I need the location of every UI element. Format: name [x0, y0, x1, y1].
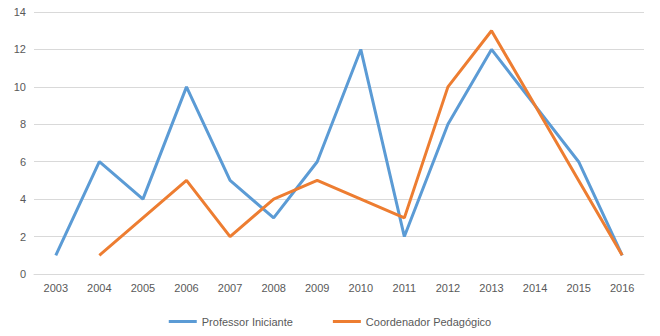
svg-text:2010: 2010	[349, 282, 373, 294]
svg-text:2004: 2004	[87, 282, 111, 294]
svg-text:2015: 2015	[566, 282, 590, 294]
svg-text:2009: 2009	[305, 282, 329, 294]
svg-text:2011: 2011	[393, 282, 417, 294]
svg-text:12: 12	[14, 43, 26, 55]
svg-text:6: 6	[20, 156, 26, 168]
svg-text:2016: 2016	[610, 282, 634, 294]
svg-text:2005: 2005	[131, 282, 155, 294]
svg-text:10: 10	[14, 81, 26, 93]
svg-text:2006: 2006	[174, 282, 198, 294]
svg-text:14: 14	[14, 6, 26, 18]
svg-text:2008: 2008	[261, 282, 285, 294]
svg-text:4: 4	[20, 193, 26, 205]
svg-text:2013: 2013	[479, 282, 503, 294]
svg-text:2012: 2012	[436, 282, 460, 294]
svg-text:2003: 2003	[44, 282, 68, 294]
svg-text:2: 2	[20, 231, 26, 243]
svg-text:Professor Iniciante: Professor Iniciante	[202, 316, 293, 328]
svg-text:0: 0	[20, 268, 26, 280]
svg-text:8: 8	[20, 118, 26, 130]
svg-text:Coordenador Pedagógico: Coordenador Pedagógico	[366, 316, 491, 328]
svg-text:2007: 2007	[218, 282, 242, 294]
svg-text:2014: 2014	[523, 282, 547, 294]
